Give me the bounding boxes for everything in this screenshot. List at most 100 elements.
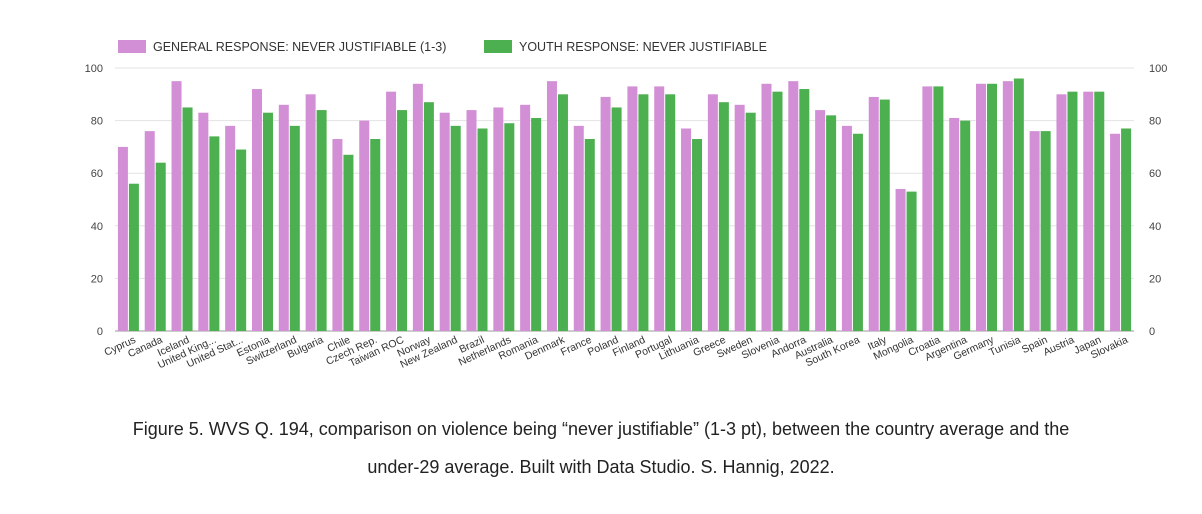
bar-chart: GENERAL RESPONSE: NEVER JUSTIFIABLE (1-3… [85,40,1167,372]
y-tick-label: 20 [91,273,103,285]
bar-youth [209,136,220,331]
bar-general [976,83,987,331]
bar-youth [343,154,354,331]
legend-label: GENERAL RESPONSE: NEVER JUSTIFIABLE (1-3… [153,40,446,54]
bar-general [1110,133,1121,331]
bar-youth [987,83,998,331]
bar-general [1002,81,1013,332]
bar-youth [906,191,917,331]
legend-swatch [484,40,512,53]
bar-general [841,125,852,331]
bar-youth [1121,128,1132,331]
y-tick-label-right: 60 [1149,168,1161,180]
y-tick-label-right: 80 [1149,116,1161,128]
bar-youth [960,120,971,331]
bar-youth [1094,91,1105,331]
bar-general [707,94,718,331]
bar-general [600,96,611,332]
x-tick-label: Tunisia [987,334,1023,359]
bar-general [386,91,397,331]
bar-youth [236,149,247,331]
bar-general [198,112,209,332]
bar-youth [557,94,568,331]
bar-youth [397,110,408,331]
bar-general [815,110,826,331]
bar-youth [1067,91,1078,331]
bar-general [734,104,745,331]
y-tick-label: 80 [91,116,103,128]
y-tick-label: 100 [85,63,103,75]
bar-general [520,104,531,331]
y-tick-label-right: 100 [1149,63,1167,75]
y-tick-label: 40 [91,221,103,233]
bar-general [117,146,128,331]
legend-label: YOUTH RESPONSE: NEVER JUSTIFIABLE [519,40,767,54]
bar-general [681,128,692,331]
bar-general [1029,131,1040,331]
y-axis-right: 0 20 40 60 80 100 [1149,63,1167,338]
bar-general [949,117,960,331]
bar-youth [772,91,783,331]
bar-general [466,110,477,331]
bar-youth [933,86,944,331]
bar-general [627,86,638,331]
bar-youth [423,102,434,331]
bar-general [439,112,450,332]
bar-general [1056,94,1067,331]
bar-youth [289,125,300,331]
bar-youth [1040,131,1051,331]
bars [117,78,1132,332]
bar-general [654,86,665,331]
bar-general [868,96,879,332]
legend: GENERAL RESPONSE: NEVER JUSTIFIABLE (1-3… [118,40,767,54]
bar-youth [1013,78,1024,332]
bar-youth [128,183,139,331]
bar-youth [155,162,166,331]
bar-general [493,107,504,331]
bar-youth [182,107,193,331]
bar-general [546,81,557,332]
y-tick-label-right: 40 [1149,221,1161,233]
bar-general [1083,91,1094,331]
y-tick-label: 0 [97,326,103,338]
bar-youth [718,102,729,331]
caption-line-1: Figure 5. WVS Q. 194, comparison on viol… [132,419,1070,439]
bar-general [412,83,423,331]
bar-youth [584,139,595,331]
bar-youth [745,112,756,332]
bar-youth [665,94,676,331]
y-tick-label-right: 0 [1149,326,1155,338]
bar-youth [450,125,461,331]
bar-youth [799,89,810,331]
y-axis-left: 0 20 40 60 80 100 [85,63,103,338]
bar-youth [692,139,703,331]
bar-youth [370,139,381,331]
bar-youth [879,99,890,331]
caption-line-2: under-29 average. Built with Data Studio… [367,457,835,477]
bar-youth [316,110,327,331]
y-tick-label-right: 20 [1149,273,1161,285]
bar-general [573,125,584,331]
figure-caption: Figure 5. WVS Q. 194, comparison on viol… [0,410,1202,486]
legend-swatch [118,40,146,53]
bar-general [359,120,370,331]
bar-youth [638,94,649,331]
bar-general [761,83,772,331]
bar-general [895,188,906,331]
chart-area: GENERAL RESPONSE: NEVER JUSTIFIABLE (1-3… [85,40,1167,372]
bar-general [788,81,799,332]
bar-general [144,131,155,331]
bar-general [305,94,316,331]
y-tick-label: 60 [91,168,103,180]
bar-youth [826,115,837,331]
bar-youth [611,107,622,331]
bar-youth [262,112,273,332]
bar-youth [504,123,515,331]
bar-general [251,89,262,331]
bar-general [278,104,289,331]
bar-general [225,125,236,331]
bar-youth [852,133,863,331]
bar-youth [477,128,488,331]
bar-youth [531,117,542,331]
